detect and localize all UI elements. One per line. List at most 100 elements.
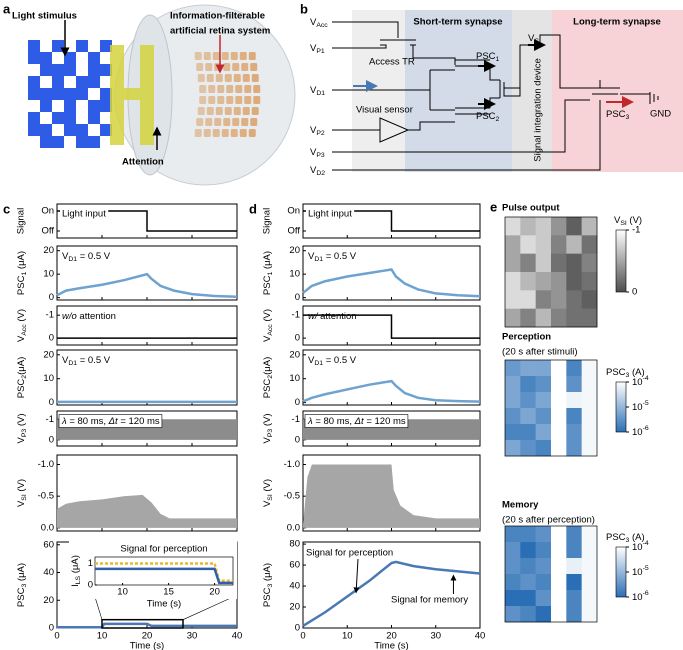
colorbar-tick-label: 10-5	[632, 400, 649, 412]
heat-cell	[581, 542, 598, 559]
label: Visual sensor	[356, 105, 413, 116]
label: artificial retina system	[170, 26, 270, 37]
terminal-label-part: D1	[316, 90, 325, 97]
retina-cell	[199, 85, 207, 93]
annotation-part: λ	[61, 416, 67, 427]
heat-cell	[520, 542, 536, 559]
colorbar-label: PSC3 (A)	[606, 532, 645, 545]
heat-cell	[505, 272, 521, 291]
heat-cell	[520, 606, 536, 623]
colorbar-tick-label: 10-6	[632, 425, 649, 437]
heat-cell	[581, 392, 598, 409]
colorbar-label-part: (A)	[629, 367, 644, 378]
retina-cell	[241, 63, 249, 71]
label: GND	[650, 109, 671, 120]
heat-cell	[581, 272, 598, 291]
map-title: Perception	[502, 332, 551, 343]
retina-cell	[239, 52, 247, 60]
y-tick-label: -0.5	[284, 491, 300, 502]
attention-bar	[124, 88, 140, 100]
retina-cell	[214, 118, 222, 126]
y-axis-label-part: (V)	[262, 479, 273, 494]
colorbar-tick-label-part: -4	[643, 540, 649, 547]
y-axis-label-part: 2	[267, 375, 274, 379]
pixel	[28, 52, 40, 64]
y-axis-label: Signal	[16, 208, 27, 234]
y-axis-label-part: V	[262, 437, 273, 444]
annotation-part: w/o	[62, 311, 77, 322]
x-axis-label: Time (s)	[130, 641, 164, 650]
annotation-part: attention	[318, 311, 357, 322]
heat-cell	[505, 606, 521, 623]
y-axis-label: PSC2(μA)	[16, 357, 29, 399]
terminal-label: VAcc	[310, 17, 328, 30]
x-axis-label: Time (s)	[374, 641, 408, 650]
retina-cell	[215, 107, 223, 115]
pixel	[64, 112, 76, 124]
heat-cell	[551, 253, 567, 273]
colorbar-tick-label: 10-6	[632, 590, 649, 602]
heat-cell	[535, 606, 552, 623]
pixel	[52, 88, 64, 100]
x-tick-label: 40	[232, 631, 243, 642]
heat-cell	[581, 606, 598, 623]
pixel	[64, 64, 76, 76]
heat-cell	[520, 360, 536, 377]
heat-cell	[520, 308, 536, 328]
label: Light stimulus	[12, 11, 77, 22]
heat-cell	[566, 360, 582, 377]
retina-cell	[199, 96, 207, 104]
pixel	[64, 124, 76, 136]
heat-cell	[566, 235, 582, 254]
region	[405, 10, 512, 172]
label-part: SI	[534, 38, 541, 45]
terminal-label-part: P2	[316, 130, 325, 137]
heat-cell	[551, 235, 567, 254]
heat-cell	[520, 217, 536, 236]
terminal-label: VP3	[310, 147, 325, 160]
y-tick-label: Off	[288, 226, 301, 237]
y-tick-label: -1.0	[38, 459, 54, 470]
colorbar-label-part: (A)	[629, 532, 644, 543]
heat-cell	[520, 376, 536, 393]
heat-cell	[505, 308, 521, 328]
heat-cell	[505, 590, 521, 607]
annotation-part: = 120 ms	[364, 416, 406, 427]
y-tick-label: On	[287, 206, 300, 217]
pixel	[76, 124, 88, 136]
heat-cell	[566, 574, 582, 591]
retina-cell	[194, 52, 202, 60]
colorbar-label-part: (V)	[627, 215, 642, 226]
panel-label: c	[3, 201, 10, 216]
heat-cell	[505, 424, 521, 441]
heat-cell	[535, 392, 552, 409]
label-part: 1	[496, 56, 500, 63]
retina-cell	[248, 52, 256, 60]
pixel	[64, 100, 76, 112]
y-tick-label: Off	[42, 226, 55, 237]
heat-cell	[505, 392, 521, 409]
retina-cell	[233, 74, 241, 82]
retina-cell	[230, 52, 238, 60]
heat-cell	[551, 308, 567, 328]
y-tick-label: 10	[43, 269, 54, 280]
heat-cell	[535, 558, 552, 575]
y-tick-label: 0	[88, 580, 93, 591]
y-axis-label-part: P3	[21, 429, 28, 438]
x-tick-label: 20	[386, 631, 397, 642]
retina-cell	[250, 118, 258, 126]
pixel	[40, 136, 52, 148]
colorbar-tick-label-part: -6	[643, 590, 649, 597]
heat-cell	[551, 542, 567, 559]
annotation-part: w/	[308, 311, 319, 322]
line	[57, 622, 237, 629]
retina-cell	[203, 129, 211, 137]
colorbar-tick-label-part: -6	[643, 425, 649, 432]
retina-cell	[217, 85, 225, 93]
heat-cell	[581, 590, 598, 607]
label-part: PSC	[476, 111, 496, 122]
inset-y-label-part: I	[70, 584, 81, 587]
area	[57, 494, 237, 528]
colorbar-tick-label: -1	[632, 225, 640, 236]
terminal-label: VD2	[310, 165, 325, 178]
